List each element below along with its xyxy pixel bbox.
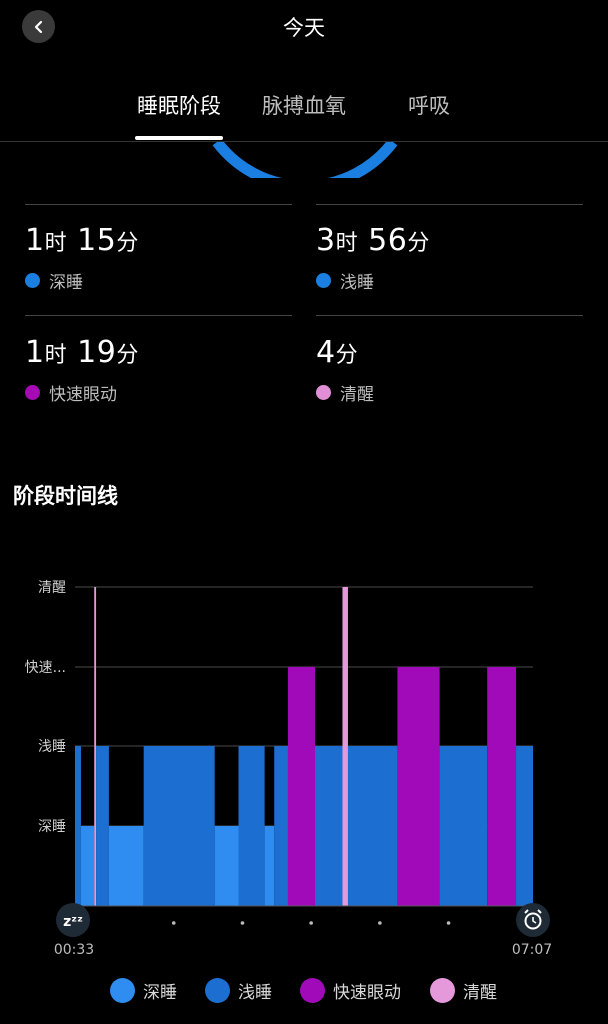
tab-pulse-oximetry[interactable]: 脉搏血氧 xyxy=(262,94,346,118)
tab-sleep-stages[interactable]: 睡眠阶段 xyxy=(137,94,221,118)
stat-divider xyxy=(316,315,583,316)
stage-segment-deep xyxy=(214,826,239,906)
stage-segment-light xyxy=(274,746,288,906)
zzz-icon xyxy=(56,903,90,937)
tabs-divider xyxy=(0,141,608,142)
stat-divider xyxy=(25,204,292,205)
x-axis-tick-dot xyxy=(309,921,313,925)
awake-dot xyxy=(316,385,331,400)
deep-sleep-label: 深睡 xyxy=(25,268,83,293)
stage-segment-rem xyxy=(287,667,315,906)
timeline-section-title: 阶段时间线 xyxy=(13,484,118,508)
stage-segment-light xyxy=(314,746,343,906)
stage-segment-light xyxy=(143,746,215,906)
y-axis-label: 深睡 xyxy=(38,819,66,835)
stage-segment-deep xyxy=(264,826,275,906)
chevron-left-icon xyxy=(34,20,42,33)
light-sleep-label: 浅睡 xyxy=(316,268,374,293)
stage-segment-deep xyxy=(108,826,144,906)
alarm-clock-face xyxy=(524,912,542,930)
legend-deep: 深睡 xyxy=(110,978,177,1003)
stage-segment-light xyxy=(516,746,533,906)
legend-light: 浅睡 xyxy=(205,978,272,1003)
deep-sleep-dot xyxy=(25,273,40,288)
legend-awake-dot xyxy=(430,978,455,1003)
stage-segment-light xyxy=(439,746,488,906)
end-time-label: 07:07 xyxy=(512,942,552,958)
stat-divider xyxy=(316,204,583,205)
legend-light-dot xyxy=(205,978,230,1003)
stage-segment-awake xyxy=(94,587,97,906)
awake-label: 清醒 xyxy=(316,380,374,405)
stage-segment-light xyxy=(75,746,81,906)
stage-segment-rem xyxy=(487,667,517,906)
zzz-icon-glyph: zᶻᶻ xyxy=(63,914,83,930)
light-sleep-dot xyxy=(316,273,331,288)
stage-segment-rem xyxy=(397,667,440,906)
y-axis-label: 浅睡 xyxy=(38,739,66,755)
stage-segment-awake xyxy=(342,587,348,906)
alarm-clock-hands xyxy=(532,917,537,924)
x-axis-tick-dot xyxy=(378,921,382,925)
legend-rem: 快速眼动 xyxy=(300,978,401,1003)
stat-divider xyxy=(25,315,292,316)
rem-sleep-dot xyxy=(25,385,40,400)
x-axis-tick-dot xyxy=(171,921,176,925)
rem-sleep-duration: 1时 19分 xyxy=(25,335,139,370)
stage-segment-light xyxy=(238,746,265,906)
sleep-ring-arc xyxy=(212,142,398,178)
y-axis-label: 快速... xyxy=(25,660,66,676)
awake-duration: 4分 xyxy=(316,335,359,370)
stage-segment-light xyxy=(96,746,109,906)
page-title: 今天 xyxy=(283,16,325,40)
deep-sleep-duration: 1时 15分 xyxy=(25,223,139,258)
legend-rem-dot xyxy=(300,978,325,1003)
legend-deep-dot xyxy=(110,978,135,1003)
tab-active-indicator xyxy=(135,136,223,140)
y-axis-label: 清醒 xyxy=(38,580,66,596)
back-button[interactable] xyxy=(22,10,55,43)
light-sleep-duration: 3时 56分 xyxy=(316,223,430,258)
rem-sleep-label: 快速眼动 xyxy=(25,380,117,405)
legend-awake: 清醒 xyxy=(430,978,497,1003)
stage-segment-deep xyxy=(80,826,95,906)
tab-breathing[interactable]: 呼吸 xyxy=(408,94,450,118)
x-axis-tick-dot xyxy=(446,921,451,925)
alarm-clock-bells xyxy=(524,909,542,914)
start-time-label: 00:33 xyxy=(54,942,94,958)
stage-segment-light xyxy=(347,746,398,906)
x-axis-tick-dot xyxy=(240,921,245,925)
